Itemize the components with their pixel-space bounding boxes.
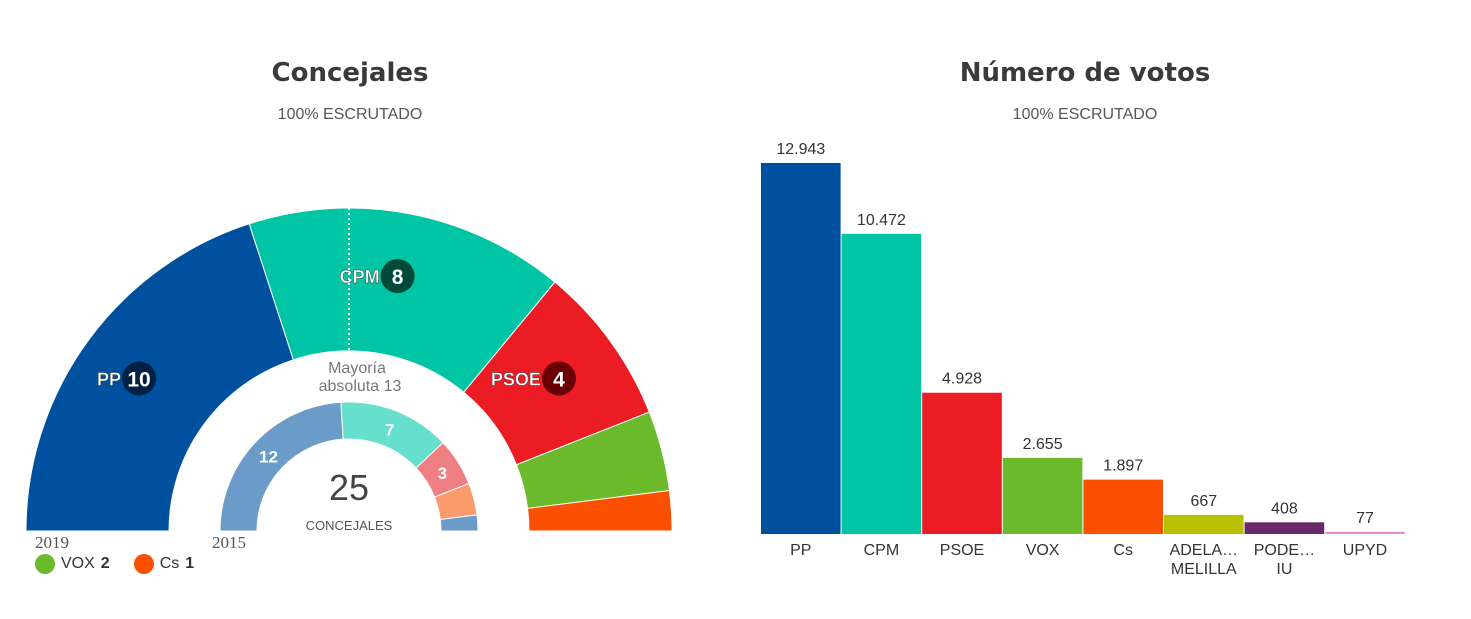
- seat-2019-slice-pp: [25, 223, 295, 532]
- bar-cs: [1083, 479, 1163, 534]
- legend: VOX 2 Cs 1: [35, 554, 194, 574]
- bar-value-psoe: 4.928: [942, 371, 982, 388]
- legend-label-cs: Cs: [159, 555, 180, 572]
- bar-value-pode-iu: 408: [1271, 500, 1298, 517]
- legend-label-vox: VOX: [61, 555, 95, 572]
- seat-count-badge-pp: [122, 361, 157, 396]
- bar-vox: [1002, 457, 1083, 534]
- seat-label-pp: PP: [97, 369, 121, 389]
- bar-category-adela-melilla: ADELA…: [1170, 542, 1238, 559]
- seat-2015-slice-4: [439, 514, 479, 532]
- year-2015-label: 2015: [212, 533, 246, 552]
- bar-value-cs: 1.897: [1103, 458, 1143, 475]
- votos-title: Número de votos: [959, 58, 1211, 88]
- legend-dot-cs: [133, 554, 154, 574]
- seat-2019-slice-cpm: [248, 207, 556, 394]
- bar-category-pode-iu: PODE…: [1254, 542, 1315, 559]
- legend-dot-vox: [35, 554, 55, 574]
- concejales-title: Concejales: [271, 58, 429, 88]
- seat-count-badge-cpm: [380, 259, 415, 294]
- bar-pp: [761, 163, 841, 534]
- majority-label-line2: absoluta 13: [319, 378, 402, 395]
- bar-category-upyd: UPYD: [1343, 542, 1387, 559]
- seat-2015-value-1: 7: [385, 420, 394, 439]
- bar-upyd: [1325, 531, 1405, 534]
- bar-category-pp: PP: [790, 542, 811, 559]
- seat-count-badge-psoe: [541, 361, 576, 396]
- bar-value-upyd: 77: [1356, 510, 1374, 527]
- majority-label-line1: Mayoría: [328, 360, 386, 377]
- seat-label-cpm: CPM: [340, 267, 380, 287]
- seat-2019-slice-cs: [527, 489, 673, 532]
- legend-item-vox: VOX 2: [35, 554, 110, 574]
- bar-category-cs: Cs: [1113, 542, 1133, 559]
- bar-value-adela-melilla: 667: [1190, 493, 1217, 510]
- legend-item-cs: Cs 1: [133, 554, 195, 574]
- seat-count-psoe: 4: [553, 368, 565, 391]
- bar-adela-melilla: [1164, 514, 1244, 534]
- seat-count-cpm: 8: [392, 266, 404, 289]
- bar-category-cpm: CPM: [864, 542, 900, 559]
- year-2019-label: 2019: [35, 533, 69, 552]
- concejales-subtitle: 100% ESCRUTADO: [277, 106, 423, 123]
- seat-2015-value-2: 3: [438, 464, 447, 483]
- seat-count-pp: 10: [127, 368, 150, 391]
- legend-count-vox: 2: [100, 555, 110, 572]
- bar-cpm: [841, 233, 922, 534]
- bar-category-psoe: PSOE: [940, 542, 984, 559]
- bar-psoe: [922, 392, 1002, 534]
- total-seats: 25: [329, 467, 369, 508]
- seat-2015-value-0: 12: [259, 447, 278, 466]
- legend-count-cs: 1: [185, 555, 195, 572]
- total-seats-label: CONCEJALES: [306, 518, 393, 533]
- bar-category-vox: VOX: [1026, 542, 1060, 559]
- bar-category-adela-melilla-line2: MELILLA: [1171, 561, 1237, 578]
- bar-value-vox: 2.655: [1023, 436, 1063, 453]
- seat-label-psoe: PSOE: [491, 369, 541, 389]
- votos-subtitle: 100% ESCRUTADO: [1012, 106, 1158, 123]
- bar-pode-iu: [1244, 522, 1325, 534]
- bar-value-cpm: 10.472: [857, 212, 906, 229]
- bar-value-pp: 12.943: [776, 141, 825, 158]
- bar-category-pode-iu-line2: IU: [1276, 561, 1292, 578]
